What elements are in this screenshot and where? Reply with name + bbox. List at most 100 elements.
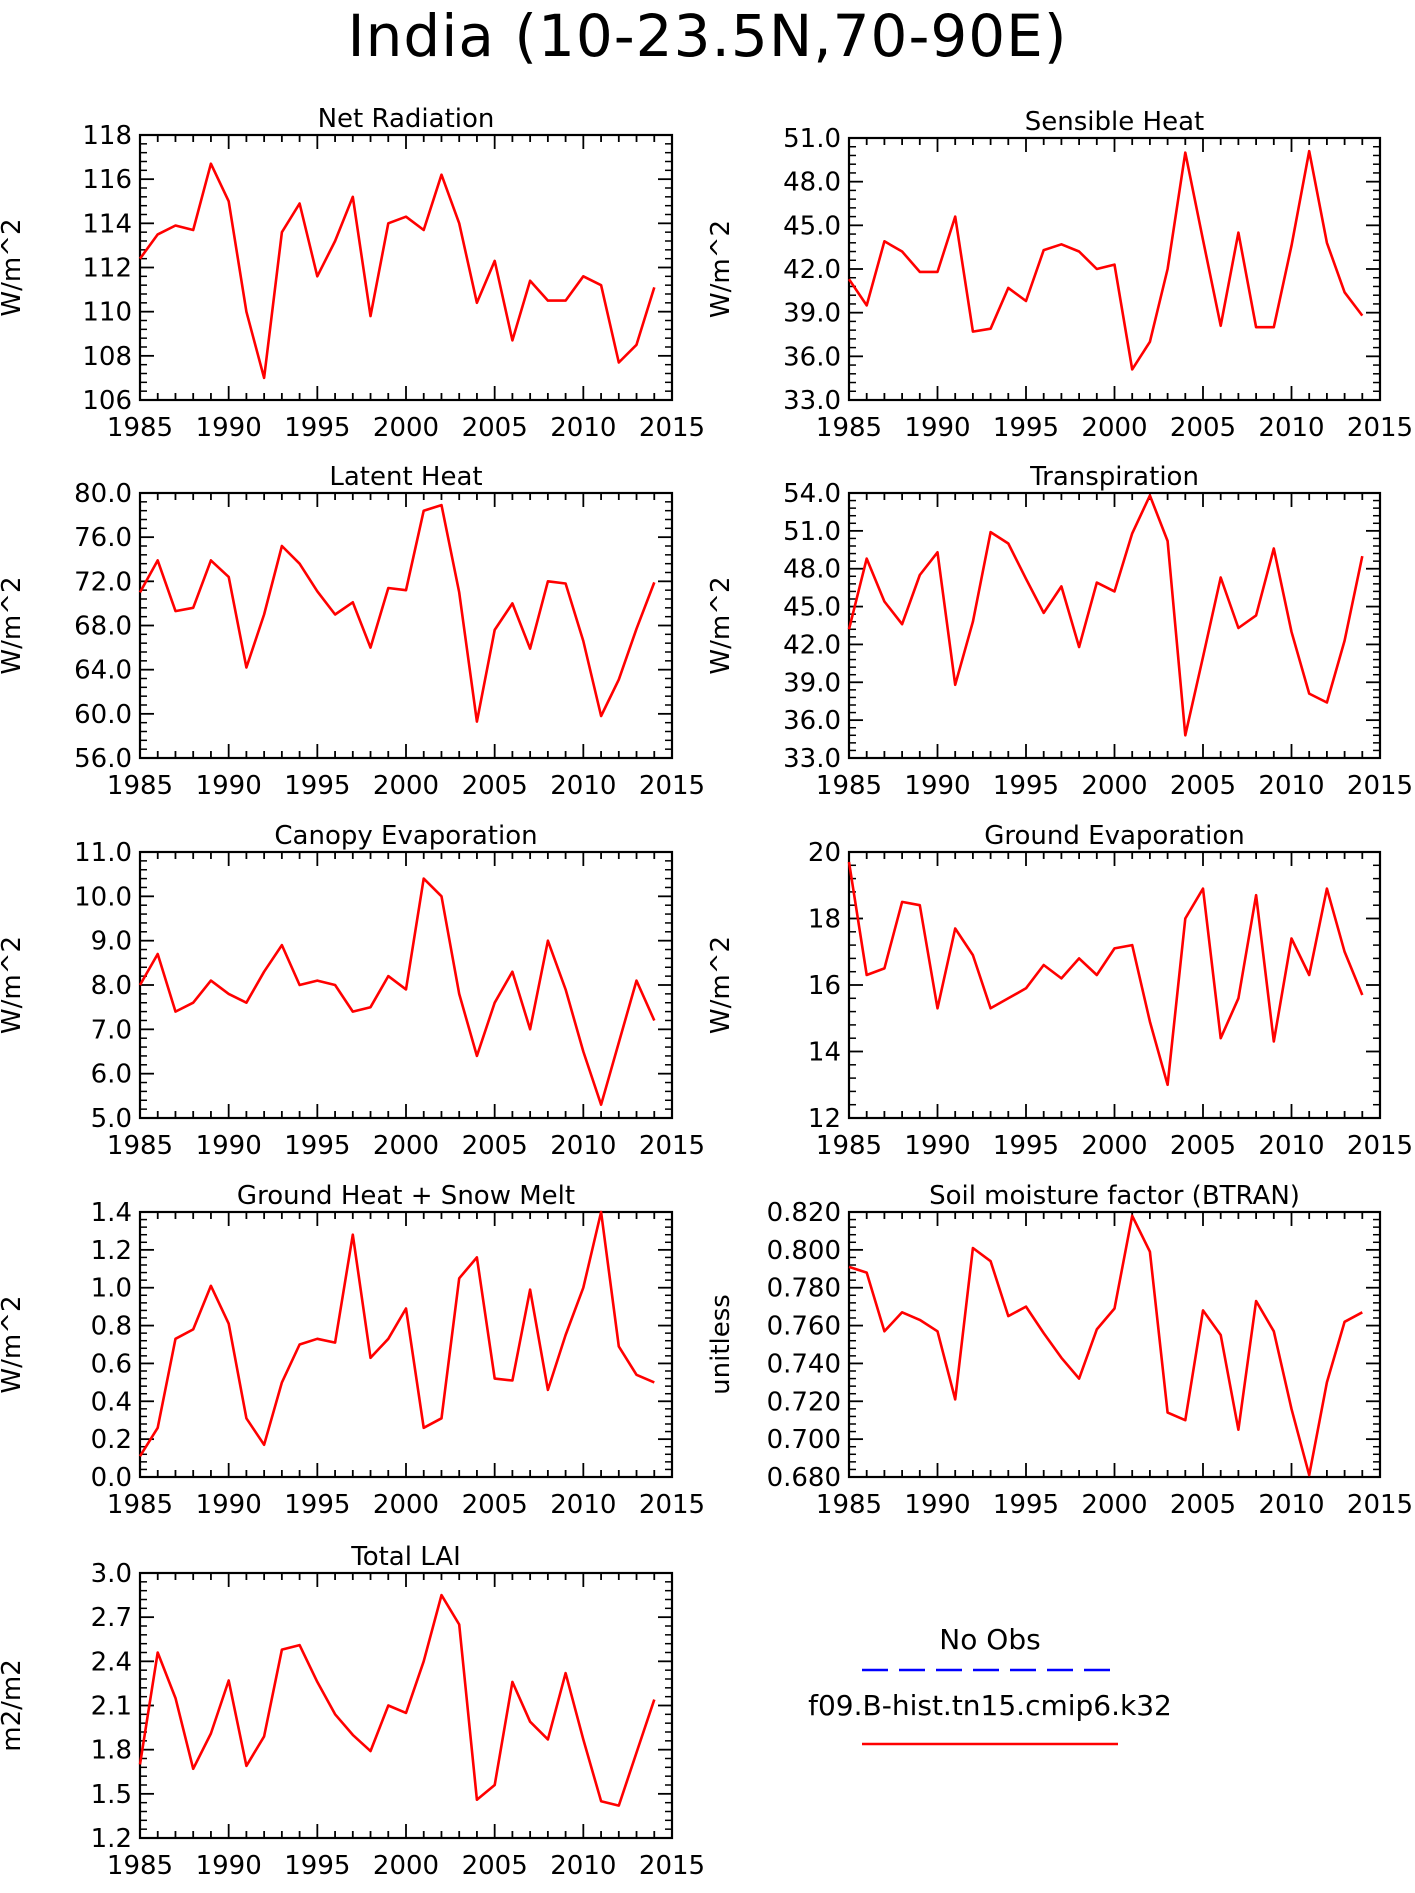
chart-panel-9: 1985 1990 1995 2000 2005 2010 2015 1.2 1.5 1.8 2.1… xyxy=(0,1542,705,1881)
y-tick-label: 20 xyxy=(808,838,841,868)
x-tick-label: 1985 xyxy=(816,413,882,443)
x-tick-label: 1985 xyxy=(816,1131,882,1161)
x-tick-label: 1990 xyxy=(904,413,970,443)
x-tick-label: 1995 xyxy=(284,1131,350,1161)
x-tick-label: 2010 xyxy=(550,1851,616,1881)
y-tick-label: 5.0 xyxy=(91,1104,132,1134)
y-tick-label: 36.0 xyxy=(783,342,841,372)
x-tick-label: 2010 xyxy=(550,1490,616,1520)
x-tick-label: 2010 xyxy=(550,771,616,801)
y-tick-label: 1.8 xyxy=(91,1736,132,1766)
x-tick-label: 2005 xyxy=(462,771,528,801)
x-tick-label: 2005 xyxy=(1170,413,1236,443)
y-tick-label: 1.0 xyxy=(91,1274,132,1304)
x-tick-label: 1990 xyxy=(904,1131,970,1161)
y-tick-label: 2.4 xyxy=(91,1647,132,1677)
legend-model-label: f09.B-hist.tn15.cmip6.k32 xyxy=(808,1689,1172,1722)
x-tick-label: 2010 xyxy=(1258,1490,1324,1520)
x-tick-label: 2000 xyxy=(1081,413,1147,443)
x-tick-label: 1985 xyxy=(816,771,882,801)
y-tick-label: 0.8 xyxy=(91,1312,132,1342)
series-line xyxy=(138,162,656,380)
chart-panel-4: 1985 1990 1995 2000 2005 2010 2015 33.0 36.0 39.0… xyxy=(706,462,1413,801)
x-tick-label: 2010 xyxy=(1258,413,1324,443)
y-tick-label: 0.6 xyxy=(91,1349,132,1379)
x-tick-label: 2015 xyxy=(639,1490,705,1520)
x-tick-label: 1995 xyxy=(284,413,350,443)
chart-title: Transpiration xyxy=(1029,462,1199,492)
y-tick-label: 42.0 xyxy=(783,255,841,285)
series-line xyxy=(847,861,1364,1087)
chart-title: Sensible Heat xyxy=(1025,107,1204,137)
y-tick-label: 9.0 xyxy=(91,927,132,957)
x-tick-label: 2005 xyxy=(462,1851,528,1881)
x-tick-label: 2015 xyxy=(639,1851,705,1881)
x-tick-label: 1990 xyxy=(196,771,262,801)
y-tick-label: 14 xyxy=(808,1038,841,1068)
y-tick-label: 116 xyxy=(82,165,132,195)
x-tick-label: 1990 xyxy=(196,413,262,443)
y-tick-label: 0.740 xyxy=(767,1349,841,1379)
y-tick-label: 60.0 xyxy=(74,700,132,730)
y-tick-label: 16 xyxy=(808,971,841,1001)
x-tick-label: 2000 xyxy=(1081,771,1147,801)
y-axis-label: W/m^2 xyxy=(0,936,27,1034)
x-tick-label: 2000 xyxy=(373,413,439,443)
chart-panel-8: 1985 1990 1995 2000 2005 2010 2015 0.680 0.700 0.… xyxy=(706,1181,1413,1520)
x-tick-label: 2015 xyxy=(639,413,705,443)
x-tick-label: 2000 xyxy=(373,1131,439,1161)
y-tick-label: 33.0 xyxy=(783,386,841,416)
x-tick-label: 1995 xyxy=(993,771,1059,801)
y-tick-label: 80.0 xyxy=(74,479,132,509)
x-tick-label: 1985 xyxy=(107,413,173,443)
x-tick-label: 1990 xyxy=(904,771,970,801)
y-tick-label: 114 xyxy=(82,209,132,239)
y-tick-label: 0.800 xyxy=(767,1236,841,1266)
y-tick-label: 0.2 xyxy=(91,1425,132,1455)
y-tick-label: 1.4 xyxy=(91,1198,132,1228)
plot-frame xyxy=(138,133,674,402)
x-tick-label: 1995 xyxy=(993,1131,1059,1161)
y-tick-label: 2.1 xyxy=(91,1692,132,1722)
x-tick-label: 1995 xyxy=(284,771,350,801)
y-tick-label: 12 xyxy=(808,1104,841,1134)
y-tick-label: 0.720 xyxy=(767,1387,841,1417)
series-line xyxy=(847,494,1364,737)
chart-title: Net Radiation xyxy=(318,104,495,134)
y-tick-label: 110 xyxy=(82,298,132,328)
x-tick-label: 2000 xyxy=(373,771,439,801)
y-tick-label: 18 xyxy=(808,905,841,935)
series-line xyxy=(848,1214,1363,1477)
x-tick-label: 2015 xyxy=(639,771,705,801)
x-tick-label: 2015 xyxy=(1347,1131,1413,1161)
y-tick-label: 0.700 xyxy=(767,1425,841,1455)
y-tick-label: 45.0 xyxy=(783,211,841,241)
y-tick-label: 54.0 xyxy=(783,479,841,509)
y-tick-label: 1.2 xyxy=(91,1824,132,1854)
y-tick-label: 1.2 xyxy=(91,1236,132,1266)
chart-title: Canopy Evaporation xyxy=(274,821,537,851)
x-tick-label: 2010 xyxy=(550,413,616,443)
y-tick-label: 0.680 xyxy=(767,1463,841,1493)
series-line xyxy=(847,149,1364,371)
chart-title: Soil moisture factor (BTRAN) xyxy=(929,1181,1300,1211)
chart-title: Ground Evaporation xyxy=(984,821,1244,851)
x-tick-label: 2015 xyxy=(1347,413,1413,443)
x-tick-label: 2000 xyxy=(1081,1131,1147,1161)
y-tick-label: 0.4 xyxy=(91,1387,132,1417)
y-tick-label: 56.0 xyxy=(74,744,132,774)
chart-panel-3: 1985 1990 1995 2000 2005 2010 2015 56.0 60.0 64.0… xyxy=(0,462,705,801)
y-axis-label: W/m^2 xyxy=(706,576,736,674)
series-line xyxy=(138,877,656,1106)
y-axis-label: W/m^2 xyxy=(706,220,736,318)
y-tick-label: 3.0 xyxy=(91,1559,132,1589)
y-tick-label: 36.0 xyxy=(783,706,841,736)
chart-panel-1: 1985 1990 1995 2000 2005 2010 2015 106 108 110 112… xyxy=(0,104,705,443)
x-tick-label: 2015 xyxy=(639,1131,705,1161)
legend-obs-label: No Obs xyxy=(939,1623,1040,1656)
y-tick-label: 1.5 xyxy=(91,1780,132,1810)
x-tick-label: 2005 xyxy=(462,1490,528,1520)
y-tick-label: 51.0 xyxy=(783,517,841,547)
legend: No Obs f09.B-hist.tn15.cmip6.k32 xyxy=(808,1623,1172,1746)
y-tick-label: 39.0 xyxy=(783,299,841,329)
